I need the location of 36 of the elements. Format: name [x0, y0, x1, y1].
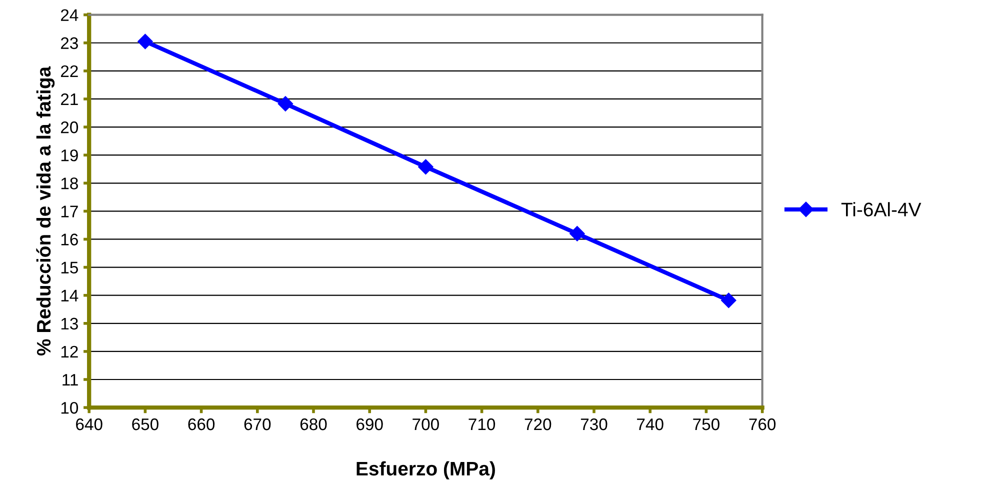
point [570, 226, 585, 242]
y-axis-title: % Reducción de vida a la fatiga [36, 66, 55, 356]
point [418, 159, 434, 174]
y-tick-label: 10 [61, 402, 78, 414]
y-tick-label: 14 [61, 290, 78, 302]
x-tick-label: 730 [580, 418, 608, 430]
y-tick-label: 12 [61, 346, 78, 358]
x-axis-title: Esfuerzo (MPa) [356, 461, 495, 480]
x-tick-label: 710 [468, 418, 496, 430]
x-tick-label: 650 [132, 418, 158, 430]
y-tick-label: 19 [61, 149, 78, 162]
point [138, 34, 153, 50]
y-tick-label: 11 [62, 374, 78, 386]
y-tick-label: 16 [61, 234, 78, 246]
y-tick-label: 23 [60, 37, 78, 50]
x-tick-label: 720 [524, 418, 552, 430]
y-tick-label: 20 [60, 121, 78, 134]
y-tick-label: 21 [60, 93, 78, 106]
x-tick-label: 740 [637, 418, 664, 430]
y-tick-label: 22 [60, 65, 78, 77]
x-tick-label: 690 [356, 418, 383, 430]
y-tick-label: 15 [61, 262, 78, 274]
legend-label: Ti-6Al-4V [841, 202, 922, 216]
y-tick-label: 17 [61, 206, 78, 218]
x-tick-label: 680 [300, 418, 327, 430]
x-tick-label: 640 [76, 418, 102, 430]
y-tick-label: 13 [61, 318, 78, 330]
y-tick-label: 24 [60, 9, 78, 21]
point [278, 96, 294, 112]
point [721, 292, 736, 308]
x-tick-label: 700 [412, 418, 439, 430]
y-tick-label: 18 [61, 178, 78, 190]
x-tick-label: 750 [693, 418, 720, 430]
x-tick-label: 760 [749, 418, 776, 430]
x-tick-label: 660 [188, 418, 215, 430]
x-tick-label: 670 [244, 418, 271, 430]
